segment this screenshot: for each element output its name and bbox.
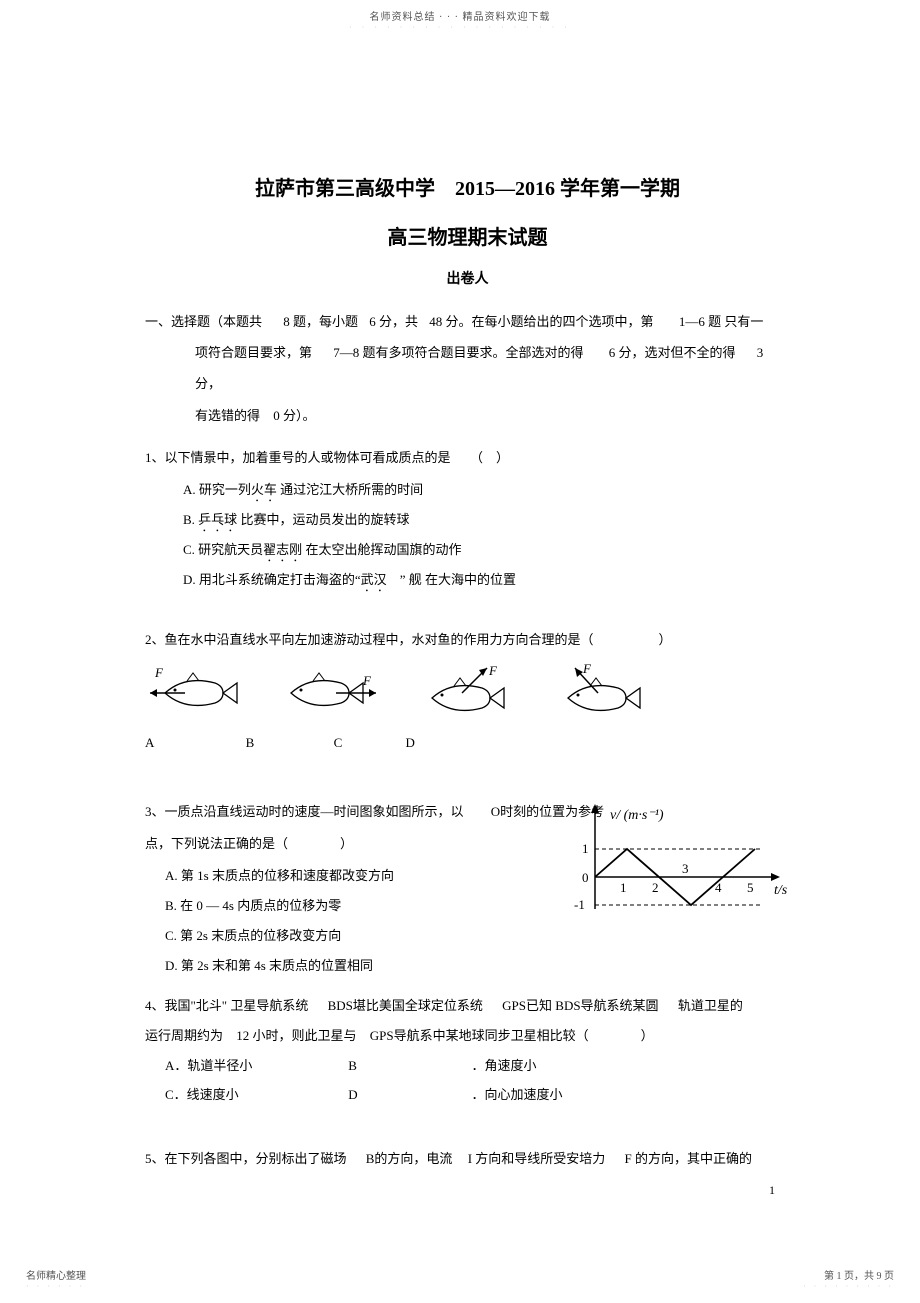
question-2: 2、鱼在水中沿直线水平向左加速游动过程中，水对鱼的作用力方向合理的是（ ） F — [145, 625, 790, 758]
q1-option-a: A. 研究一列火车 通过沱江大桥所需的时间 — [145, 475, 790, 505]
q4-option-b-text: ．角速度小 — [472, 1051, 537, 1081]
intro-l3: 有选错的得 0 分）。 — [145, 400, 790, 431]
q4-option-a: A．轨道半径小 — [165, 1051, 345, 1081]
q1-stem: 1、以下情景中，加着重号的人或物体可看成质点的是 （ ） — [145, 443, 790, 473]
q2-stem: 2、鱼在水中沿直线水平向左加速游动过程中，水对鱼的作用力方向合理的是（ ） — [145, 625, 790, 655]
page-content: 拉萨市第三高级中学 2015—2016 学年第一学期 高三物理期末试题 出卷人 … — [0, 32, 920, 1174]
page-number: 1 — [769, 1183, 775, 1198]
q4-option-c: C．线速度小 — [165, 1080, 345, 1110]
title-line-1: 拉萨市第三高级中学 2015—2016 学年第一学期 — [145, 172, 790, 201]
section-intro: 一、选择题（本题共 8 题，每小题 6 分，共 48 分。在每小题给出的四个选项… — [145, 306, 790, 431]
q2-fish-c-icon: F — [417, 663, 517, 718]
svg-text:1: 1 — [582, 841, 589, 856]
intro-l2: 项符合题目要求，第 7—8 题有多项符合题目要求。全部选对的得 6 分，选对但不… — [145, 337, 790, 399]
q4-line1: 4、我国"北斗" 卫星导航系统 BDS堪比美国全球定位系统 GPS已知 BDS导… — [145, 991, 790, 1021]
svg-text:F: F — [582, 663, 592, 676]
header-dots: · · · · · · · · · · · · · · · · · · — [0, 23, 920, 32]
footer-right-dots: · · · · · · · · · — [803, 1282, 894, 1291]
q3-vt-graph-icon: 1 0 -1 1 2 3 4 5 v/ (m·s⁻¹) t/s — [560, 799, 795, 934]
q4-option-b-letter: B — [348, 1051, 468, 1081]
svg-text:v/ (m·s⁻¹): v/ (m·s⁻¹) — [610, 808, 664, 823]
svg-text:1: 1 — [620, 880, 627, 895]
svg-text:2: 2 — [652, 880, 659, 895]
question-4: 4、我国"北斗" 卫星导航系统 BDS堪比美国全球定位系统 GPS已知 BDS导… — [145, 991, 790, 1111]
q3-option-d: D. 第 2s 末和第 4s 末质点的位置相同 — [145, 951, 790, 981]
question-5: 5、在下列各图中，分别标出了磁场 B的方向，电流 I 方向和导线所受安培力 F … — [145, 1144, 790, 1174]
svg-text:-1: -1 — [574, 897, 585, 912]
svg-text:F: F — [362, 673, 372, 688]
svg-text:F: F — [488, 663, 498, 678]
q2-diagrams: F F — [145, 663, 790, 718]
q2-label-c: C — [334, 728, 343, 758]
svg-text:5: 5 — [747, 880, 754, 895]
footer-left-dots: · · · · · · — [26, 1282, 86, 1291]
svg-text:3: 3 — [682, 861, 689, 876]
svg-text:F: F — [154, 665, 164, 680]
q1-option-b: B. 乒乓球 比赛中，运动员发出的旋转球 — [145, 505, 790, 535]
q4-row-ab: A．轨道半径小 B ．角速度小 — [145, 1051, 790, 1081]
q4-line2: 运行周期约为 12 小时，则此卫星与 GPS导航系中某地球同步卫星相比较（ ） — [145, 1021, 790, 1051]
svg-text:t/s: t/s — [774, 883, 788, 898]
author-line: 出卷人 — [145, 268, 790, 288]
q1-option-c: C. 研究航天员翟志刚 在太空出舱挥动国旗的动作 — [145, 535, 790, 565]
q2-labels: A B C D — [145, 728, 790, 758]
question-3: 3、一质点沿直线运动时的速度—时间图象如图所示，以 O时刻的位置为参考 点，下列… — [145, 797, 790, 980]
q2-label-d: D — [405, 728, 414, 758]
title-line-2: 高三物理期末试题 — [145, 221, 790, 250]
footer-left: 名师精心整理 · · · · · · — [26, 1267, 86, 1291]
svg-text:0: 0 — [582, 870, 589, 885]
q2-label-b: B — [246, 728, 255, 758]
q2-label-a: A — [145, 728, 154, 758]
q4-option-d-text: ．向心加速度小 — [472, 1080, 563, 1110]
intro-l1: 一、选择题（本题共 8 题，每小题 6 分，共 48 分。在每小题给出的四个选项… — [145, 314, 763, 329]
q4-option-d-letter: D — [348, 1080, 468, 1110]
q2-fish-b-icon: F — [281, 663, 381, 718]
q4-row-cd: C．线速度小 D ．向心加速度小 — [145, 1080, 790, 1110]
footer-right: 第 1 页，共 9 页 · · · · · · · · · — [803, 1267, 894, 1291]
q2-fish-d-icon: F — [553, 663, 653, 718]
q2-fish-a-icon: F — [145, 663, 245, 718]
question-1: 1、以下情景中，加着重号的人或物体可看成质点的是 （ ） A. 研究一列火车 通… — [145, 443, 790, 595]
q1-option-d: D. 用北斗系统确定打击海盗的“武汉 ” 舰 在大海中的位置 — [145, 565, 790, 595]
header-note: 名师资料总结 · · · 精品资料欢迎下载 — [0, 0, 920, 23]
